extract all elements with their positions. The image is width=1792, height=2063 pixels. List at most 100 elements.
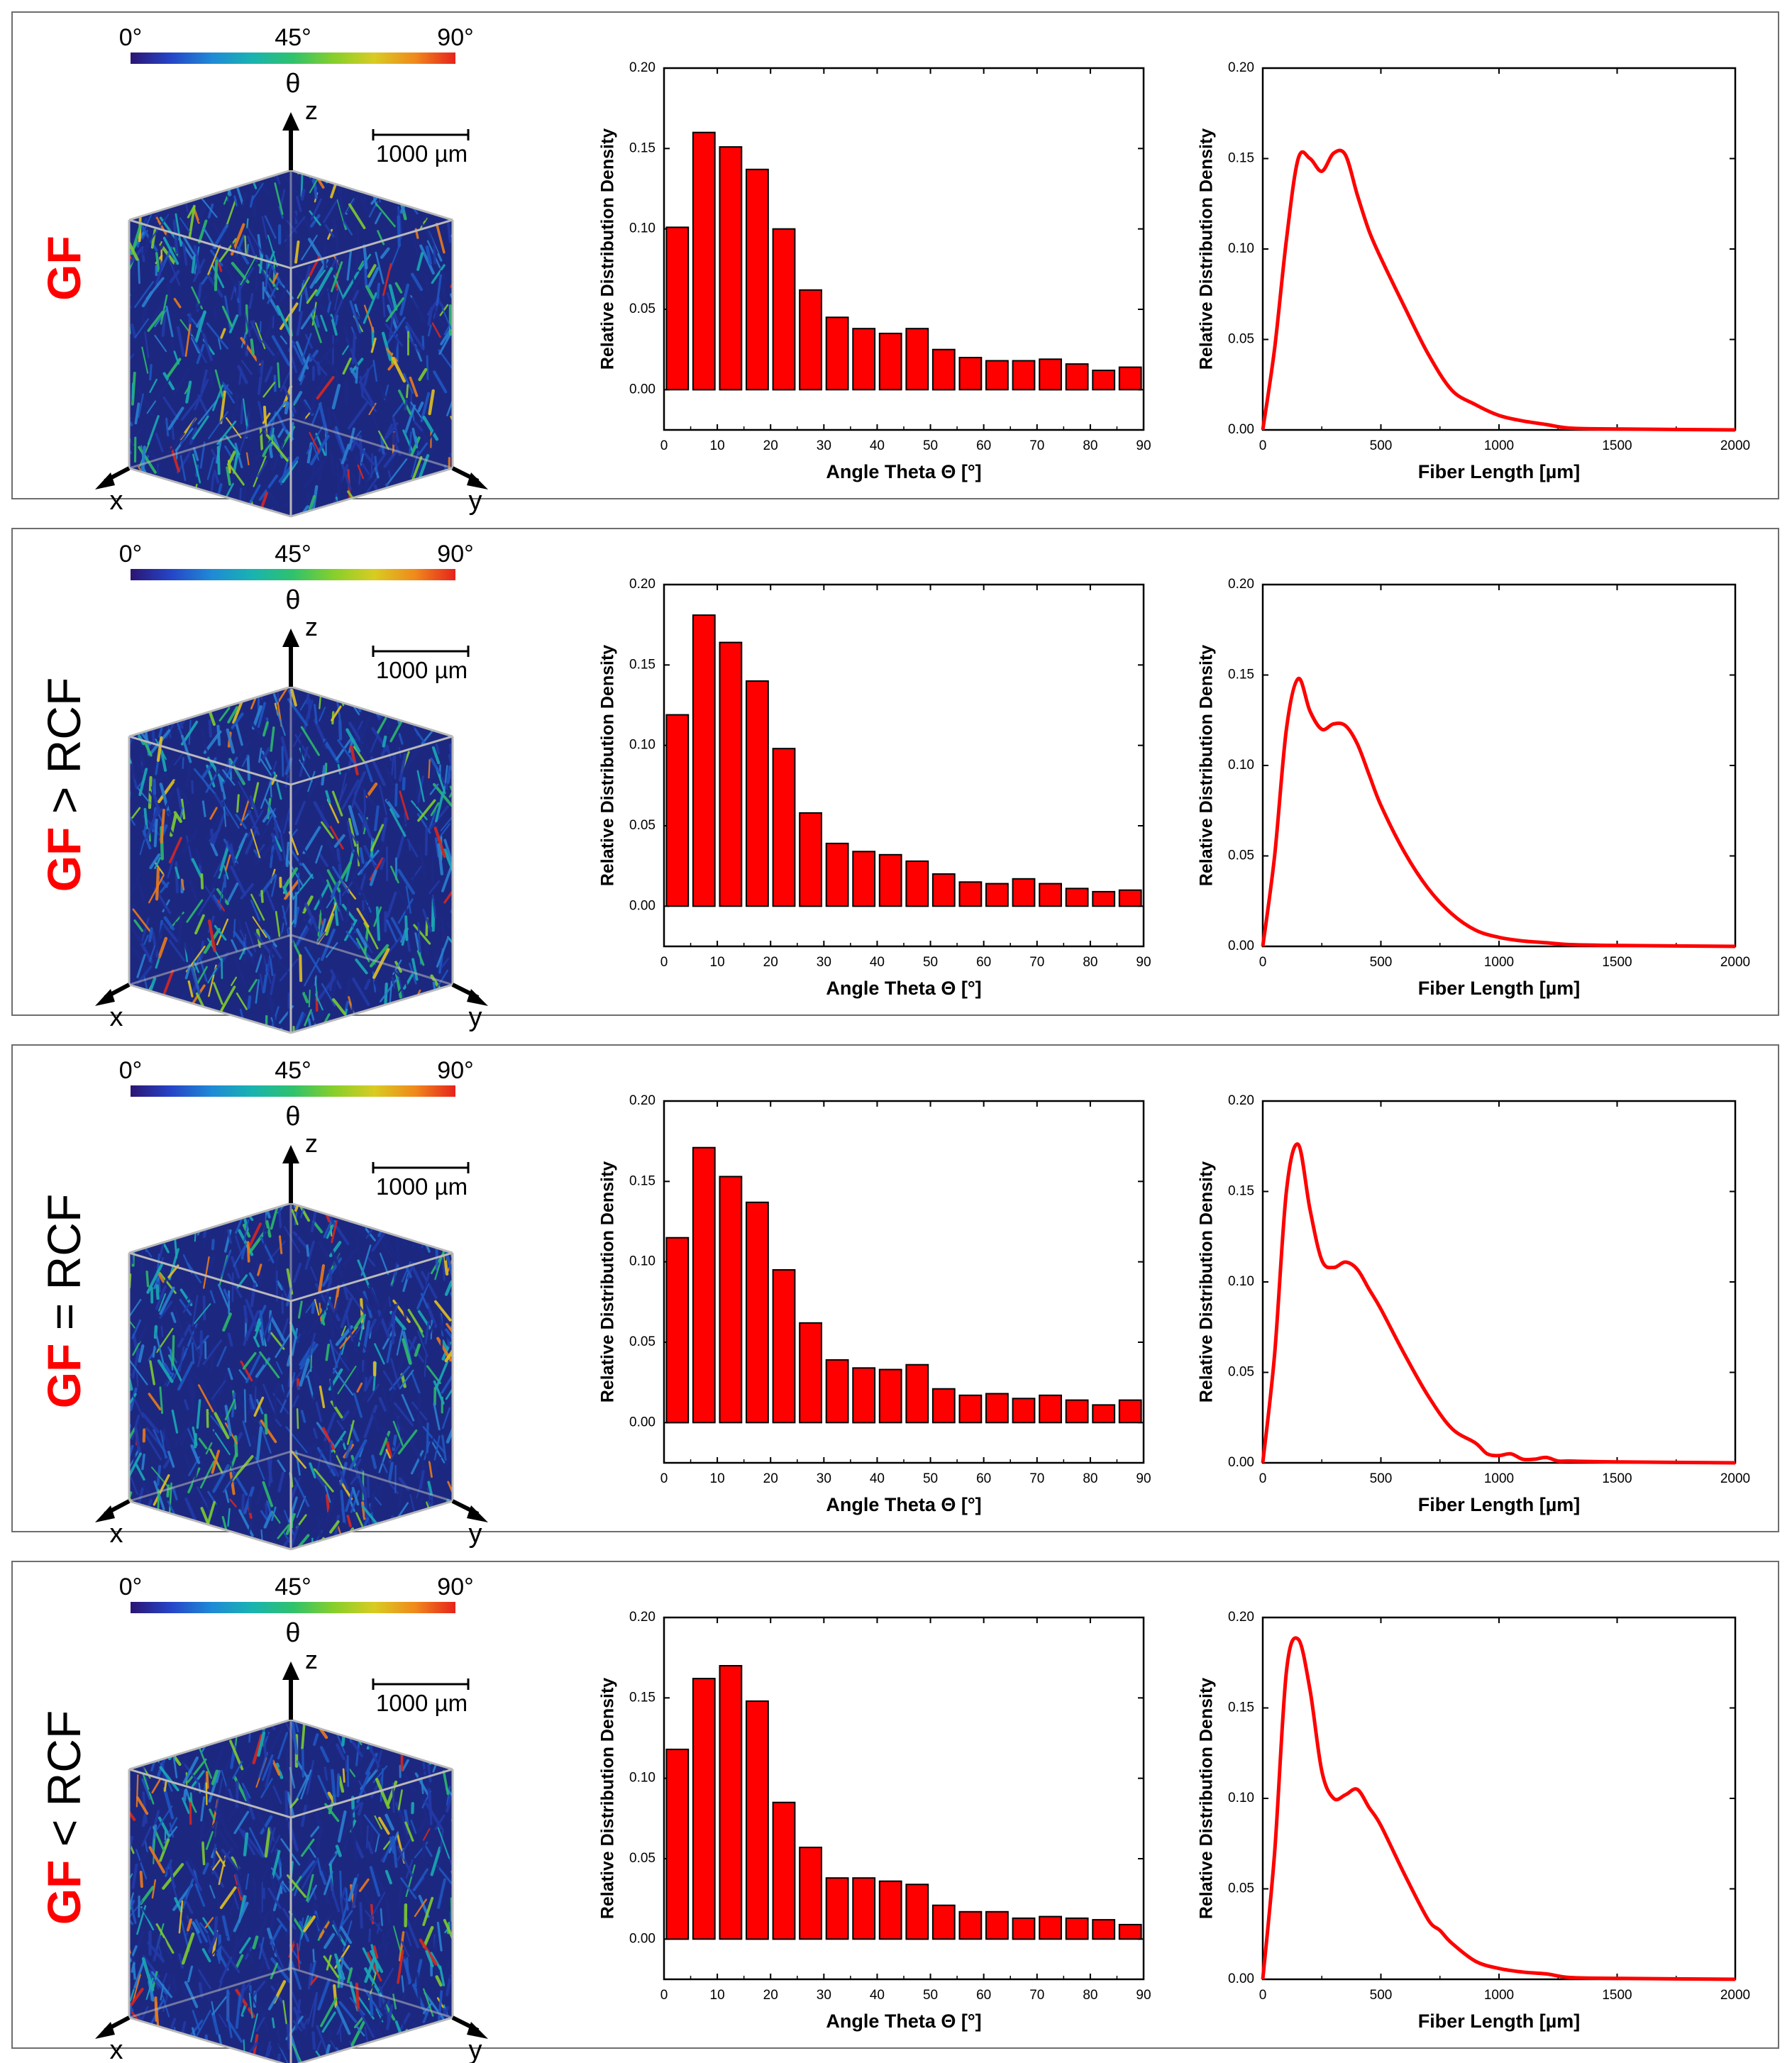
- histogram-bar: [692, 1678, 716, 1940]
- fiber: [211, 2011, 219, 2035]
- fiber: [326, 1494, 331, 1513]
- fiber: [280, 667, 283, 683]
- fiber: [161, 671, 168, 682]
- fiber: [441, 308, 452, 330]
- fiber: [443, 1960, 450, 1979]
- fiber: [434, 1814, 446, 1830]
- fiber: [323, 1932, 336, 1949]
- fiber: [311, 1537, 314, 1549]
- fiber: [448, 1217, 453, 1237]
- fiber: [319, 1307, 326, 1326]
- fiber: [171, 687, 181, 710]
- fiber: [235, 1994, 242, 2029]
- fiber: [131, 372, 136, 406]
- length-density-curve: [1261, 1142, 1736, 1465]
- fiber: [237, 780, 254, 809]
- fiber: [299, 398, 311, 412]
- fiber: [294, 892, 298, 925]
- fiber: [141, 2038, 145, 2056]
- y-tick-label: 0.20: [1228, 60, 1254, 75]
- fiber: [353, 1314, 365, 1330]
- fiber: [309, 1976, 319, 1986]
- fiber: [357, 1801, 364, 1816]
- fiber: [157, 897, 167, 911]
- fiber: [216, 1011, 223, 1033]
- fiber: [301, 333, 312, 360]
- fiber: [188, 204, 196, 238]
- x-tick-label: 500: [1370, 1988, 1393, 2003]
- fiber: [172, 2035, 193, 2061]
- fiber: [174, 780, 190, 804]
- fiber: [435, 223, 446, 254]
- fiber: [267, 1887, 282, 1909]
- fiber: [267, 147, 277, 166]
- fiber: [440, 1335, 443, 1356]
- cube-edge: [290, 219, 453, 270]
- x-tick-label: 20: [763, 438, 778, 453]
- fiber: [140, 917, 150, 944]
- fiber: [299, 355, 310, 382]
- fiber: [312, 443, 320, 461]
- fiber: [227, 1332, 233, 1347]
- fiber: [353, 1834, 358, 1862]
- fiber: [353, 746, 365, 763]
- fiber: [235, 721, 243, 746]
- fiber: [300, 1410, 306, 1423]
- fiber: [129, 1203, 138, 1205]
- fiber: [420, 1776, 424, 1795]
- fiber: [315, 1915, 332, 1938]
- fiber: [357, 1544, 362, 1549]
- fiber: [228, 1788, 233, 1800]
- fiber: [169, 1215, 182, 1237]
- fiber: [392, 1993, 397, 2010]
- histogram-bar: [852, 851, 876, 907]
- x-tick-label: 2000: [1720, 1471, 1750, 1486]
- fiber: [309, 349, 319, 363]
- fiber: [331, 790, 343, 817]
- fiber: [265, 400, 287, 429]
- fiber: [315, 845, 323, 864]
- fiber: [266, 250, 275, 270]
- fiber: [382, 293, 386, 318]
- fiber: [224, 1398, 236, 1421]
- fiber: [262, 721, 269, 737]
- fiber: [438, 1965, 446, 1986]
- fiber: [194, 310, 206, 343]
- fiber: [292, 1944, 299, 1957]
- fiber: [392, 400, 406, 417]
- x-tick-label: 90: [1136, 955, 1151, 970]
- fiber: [434, 1456, 442, 1467]
- fiber: [375, 202, 396, 228]
- fiber: [455, 960, 460, 976]
- fiber: [296, 1408, 299, 1429]
- fiber: [291, 1991, 302, 2014]
- fiber: [372, 500, 384, 514]
- fiber: [204, 885, 221, 912]
- fiber: [160, 1429, 167, 1459]
- fiber: [450, 2018, 453, 2052]
- fiber: [142, 235, 152, 255]
- y-tick-label: 0.05: [1228, 1365, 1254, 1380]
- fiber: [323, 1766, 328, 1781]
- fiber: [343, 251, 349, 278]
- fiber: [143, 2052, 160, 2063]
- fiber: [422, 2002, 433, 2014]
- fiber: [345, 1489, 354, 1512]
- fiber: [281, 714, 292, 731]
- fiber: [341, 880, 354, 897]
- fiber: [213, 307, 218, 320]
- fiber: [387, 1303, 397, 1325]
- fiber: [381, 1461, 388, 1473]
- fiber: [443, 687, 448, 712]
- fiber: [187, 1965, 194, 1983]
- fiber: [250, 1025, 262, 1033]
- fiber: [429, 783, 439, 795]
- fiber: [411, 958, 419, 981]
- fiber: [221, 305, 233, 327]
- fiber: [155, 668, 162, 685]
- fiber: [188, 879, 198, 902]
- fiber: [358, 1031, 362, 1033]
- theta-histogram: 0.000.050.100.150.200 10 20 30 40 50 60 70 80 90A…: [598, 577, 1151, 999]
- fiber: [247, 1539, 256, 1549]
- fiber: [450, 1928, 453, 1949]
